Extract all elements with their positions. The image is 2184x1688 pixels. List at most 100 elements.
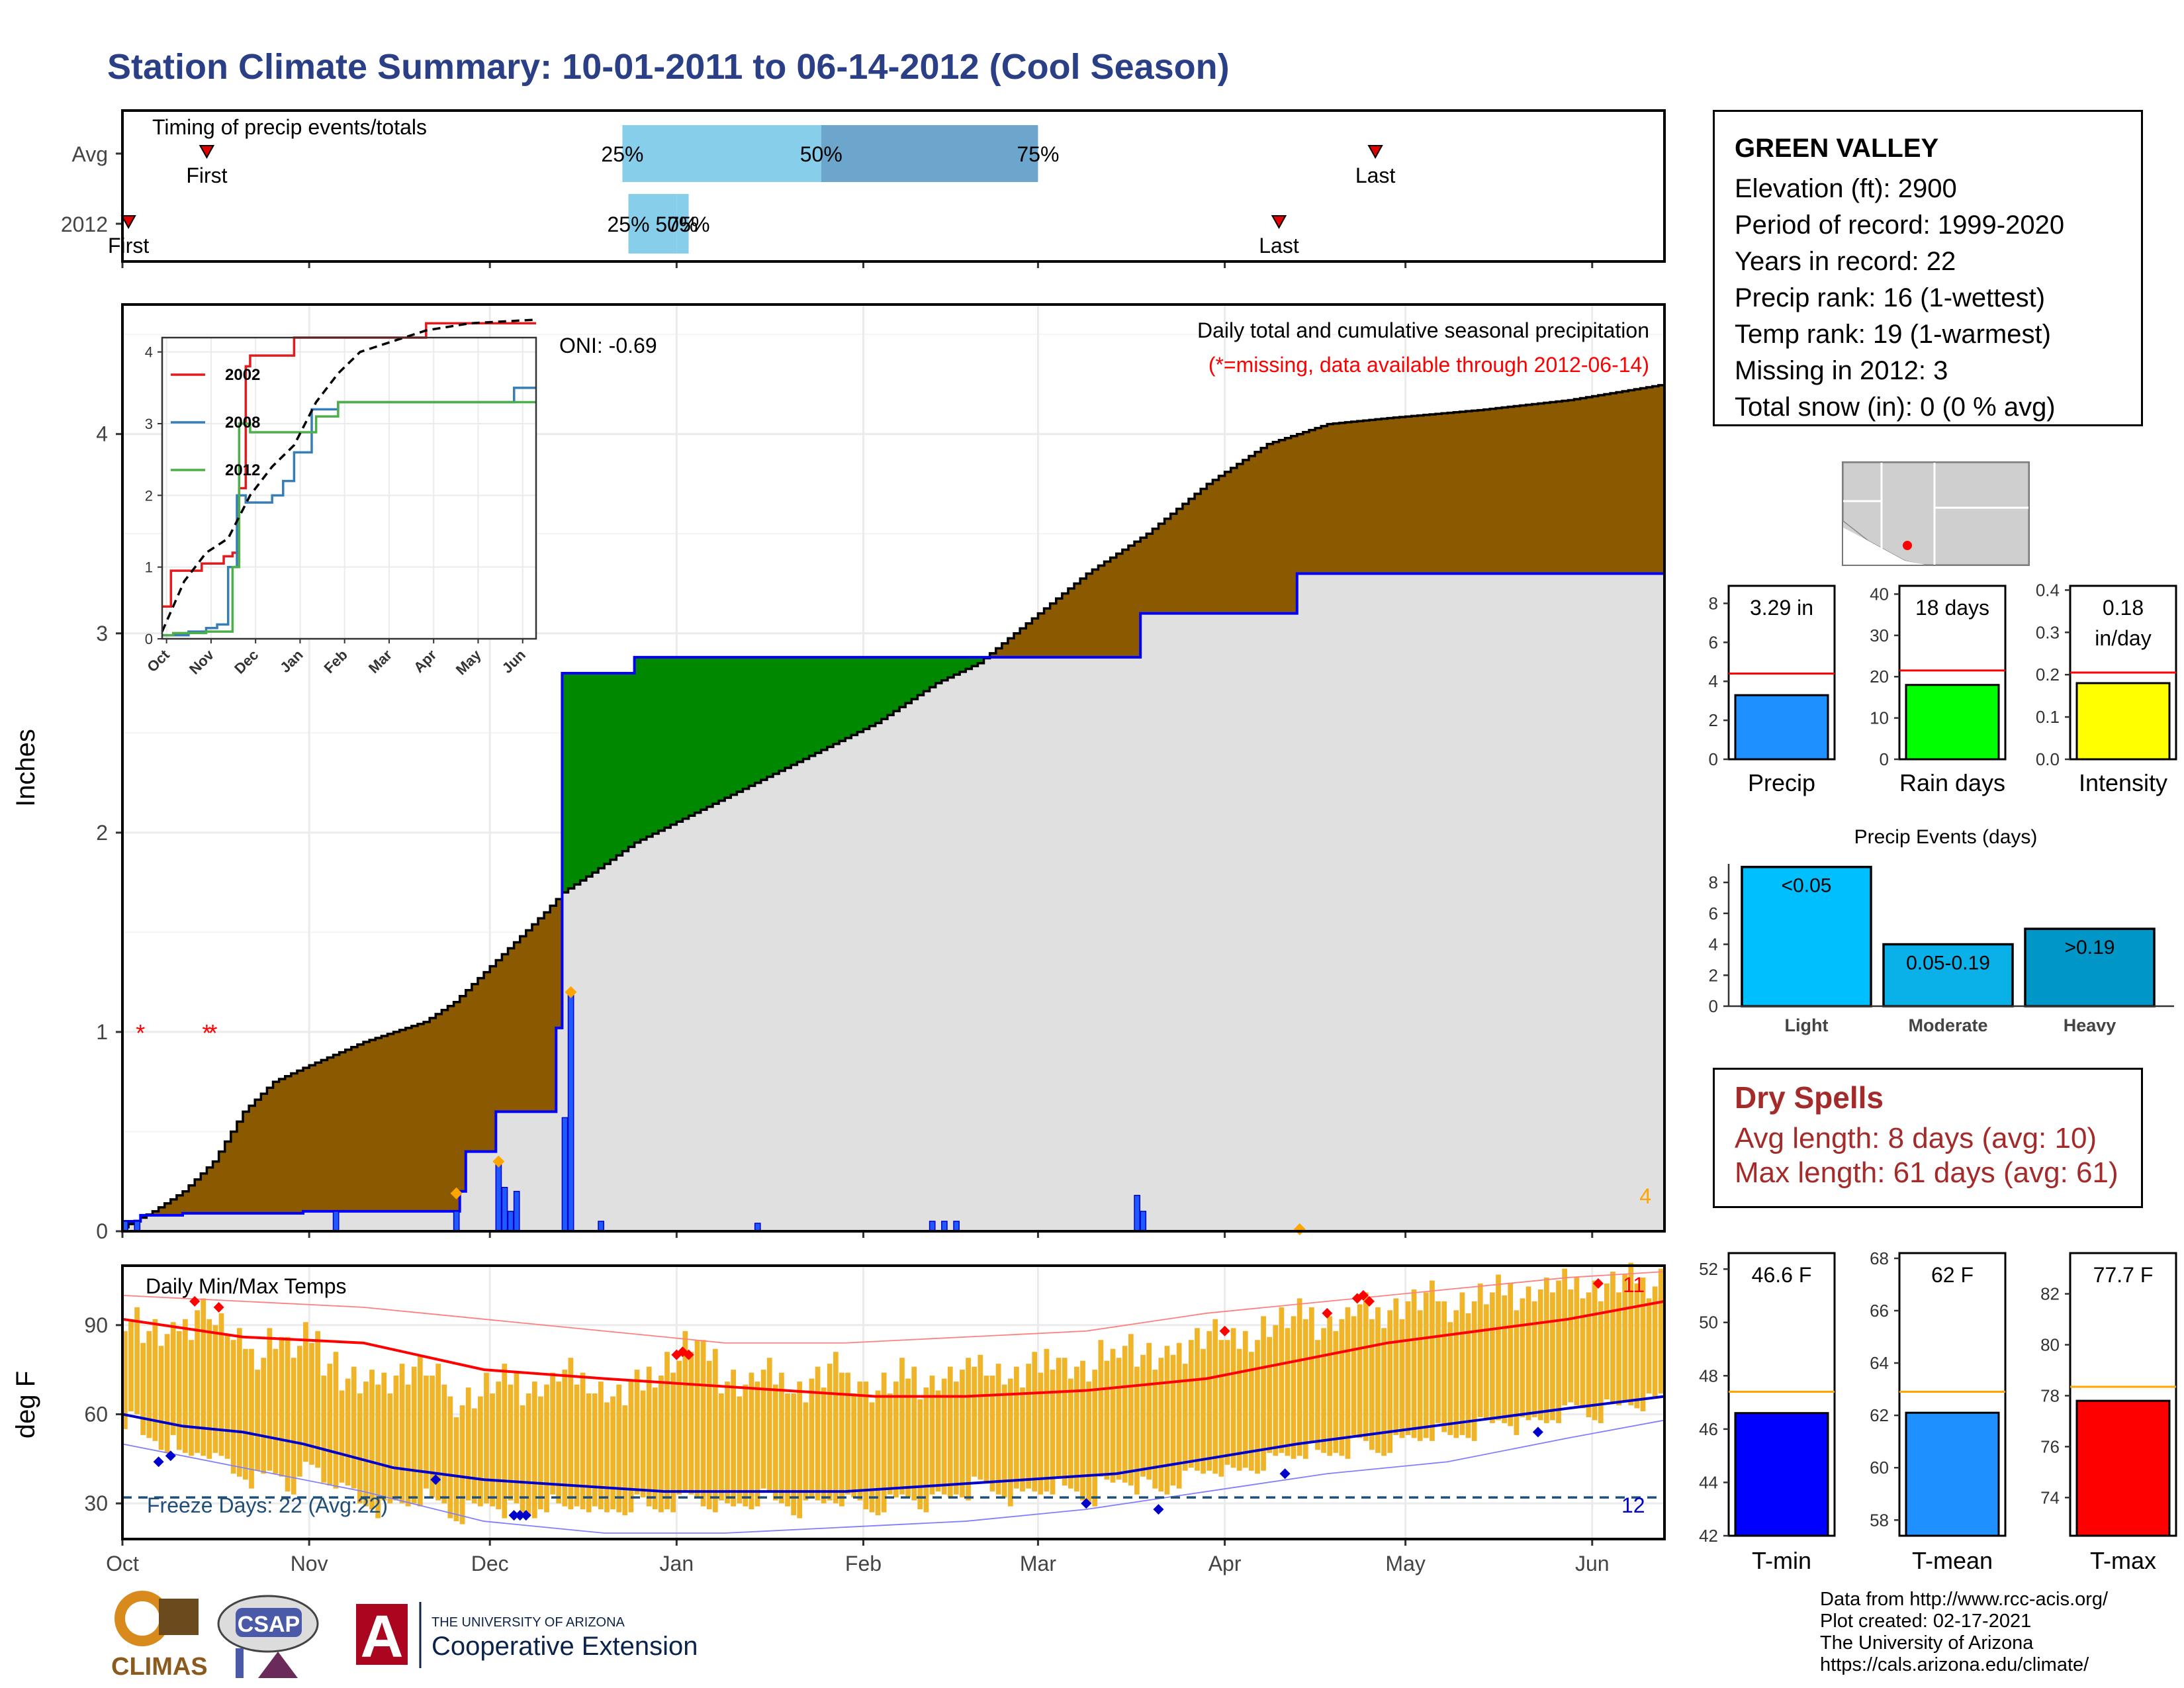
precip-deficit-fill — [381, 1035, 388, 1211]
temp-daily-bar — [905, 1378, 911, 1498]
temp-daily-bar — [1086, 1382, 1091, 1504]
station-line: Temp rank: 19 (1-warmest) — [1735, 320, 2051, 349]
precip-deficit-fill — [1430, 414, 1436, 574]
temp-daily-bar — [917, 1399, 923, 1510]
precip-summary-y-tick-label: 0.4 — [2036, 580, 2060, 600]
precip-deficit-fill — [514, 942, 521, 1112]
precip-deficit-fill — [1038, 613, 1045, 657]
precip-surplus-fill — [772, 657, 780, 774]
temp-daily-bar — [719, 1393, 724, 1501]
dry-spells-max: Max length: 61 days (avg: 61) — [1735, 1156, 2118, 1189]
precip-deficit-fill — [327, 1057, 334, 1211]
temp-summary-y-tick-label: 58 — [1870, 1510, 1889, 1530]
precip-deficit-fill — [1261, 447, 1267, 614]
temp-summary-y-tick-label: 64 — [1870, 1353, 1889, 1373]
temp-daily-bar — [218, 1313, 224, 1456]
temp-daily-bar — [1543, 1277, 1549, 1423]
precip-deficit-fill — [1267, 444, 1273, 614]
precip-deficit-fill — [1556, 401, 1563, 574]
temp-daily-bar — [140, 1342, 146, 1435]
temp-title: Daily Min/Max Temps — [146, 1274, 346, 1298]
precip-deficit-fill — [1020, 628, 1026, 657]
temp-daily-bar — [941, 1378, 947, 1495]
temp-min-record-marker — [1532, 1427, 1543, 1438]
precip-deficit-fill — [1411, 416, 1418, 574]
credit-line: Data from http://www.rcc-acis.org/ — [1820, 1589, 2109, 1610]
precip-deficit-fill — [1543, 402, 1551, 574]
precip-surplus-fill — [797, 657, 804, 762]
temp-summary-y-tick-label: 52 — [1699, 1259, 1718, 1279]
precip-missing-marker: * — [202, 1019, 211, 1047]
temp-daily-bar — [1580, 1298, 1586, 1409]
temp-daily-bar — [1556, 1280, 1561, 1423]
precip-surplus-fill — [881, 657, 888, 720]
temp-daily-bar — [1393, 1298, 1399, 1435]
precip-deficit-fill — [1182, 504, 1189, 614]
temp-daily-bar — [1502, 1295, 1507, 1423]
precip-surplus-fill — [809, 657, 816, 756]
precip-deficit-fill — [1104, 561, 1111, 657]
station-line: Years in record: 22 — [1735, 247, 1956, 276]
events-x-tick-label: Light — [1785, 1015, 1829, 1035]
temp-daily-bar — [1610, 1271, 1615, 1403]
temp-daily-bar — [1056, 1358, 1062, 1477]
temp-daily-bar — [514, 1372, 520, 1504]
precip-daily-bar — [929, 1221, 936, 1232]
precip-deficit-fill — [1580, 398, 1587, 574]
precip-deficit-fill — [303, 1068, 310, 1211]
temp-daily-bar — [1453, 1310, 1459, 1438]
precip-surplus-fill — [911, 657, 919, 700]
temp-summary-y-tick-label: 62 — [1870, 1405, 1889, 1425]
precip-deficit-fill — [170, 1199, 177, 1215]
precip-observed-area — [122, 573, 1664, 1231]
temp-daily-bar — [508, 1384, 514, 1501]
precip-deficit-fill — [279, 1078, 286, 1213]
temp-summary-y-tick-label: 68 — [1870, 1248, 1889, 1268]
precip-deficit-fill — [291, 1073, 298, 1213]
temp-daily-bar — [1176, 1342, 1182, 1489]
inset-y-tick-label: 0 — [145, 631, 153, 647]
precip-deficit-fill — [490, 966, 496, 1152]
temp-count-bottom: 12 — [1621, 1493, 1645, 1517]
temp-daily-bar — [1531, 1301, 1537, 1417]
precip-daily-bar — [941, 1221, 948, 1232]
temp-daily-bar — [502, 1364, 508, 1519]
precip-deficit-fill — [1255, 451, 1261, 614]
temp-daily-bar — [1201, 1348, 1206, 1474]
temp-daily-bar — [779, 1372, 784, 1504]
precip-deficit-fill — [1610, 393, 1617, 574]
inset-legend-label: 2008 — [225, 414, 260, 432]
temp-daily-bar — [875, 1390, 881, 1516]
precip-surplus-fill — [941, 657, 948, 680]
precip-deficit-fill — [212, 1161, 220, 1213]
temp-daily-bar — [574, 1384, 580, 1507]
temp-daily-bar — [791, 1393, 797, 1516]
precip-surplus-fill — [785, 657, 792, 768]
temp-daily-bar — [1465, 1313, 1471, 1438]
temp-daily-bar — [1604, 1283, 1610, 1400]
precip-deficit-fill — [1212, 479, 1220, 614]
precip-deficit-fill — [1122, 549, 1129, 657]
temp-daily-bar — [1267, 1336, 1273, 1453]
station-info-box: GREEN VALLEY Elevation (ft): 2900 Period… — [1713, 110, 2143, 426]
temp-daily-bar — [490, 1393, 495, 1507]
climas-logo: CLIMAS — [111, 1591, 208, 1681]
precip-deficit-fill — [1074, 583, 1081, 657]
temp-daily-bar — [1441, 1301, 1447, 1432]
precip-deficit-fill — [1586, 397, 1593, 574]
temp-summary-y-tick-label: 60 — [1870, 1458, 1889, 1477]
temp-daily-bar — [809, 1378, 815, 1498]
precip-summary-y-tick-label: 10 — [1870, 708, 1889, 728]
precip-deficit-fill — [550, 906, 557, 1112]
temp-daily-bar — [453, 1417, 459, 1522]
precip-deficit-fill — [1531, 404, 1539, 574]
precip-surplus-fill — [628, 673, 635, 847]
temp-summary-y-tick-label: 80 — [2040, 1335, 2060, 1354]
temp-daily-bar — [893, 1382, 899, 1498]
precip-deficit-fill — [1248, 455, 1255, 614]
temp-daily-bar — [303, 1322, 308, 1462]
ua-big-text: Cooperative Extension — [432, 1632, 698, 1661]
temp-daily-bar — [381, 1372, 387, 1501]
precip-daily-bar — [1140, 1211, 1147, 1232]
precip-surplus-fill — [634, 657, 641, 843]
